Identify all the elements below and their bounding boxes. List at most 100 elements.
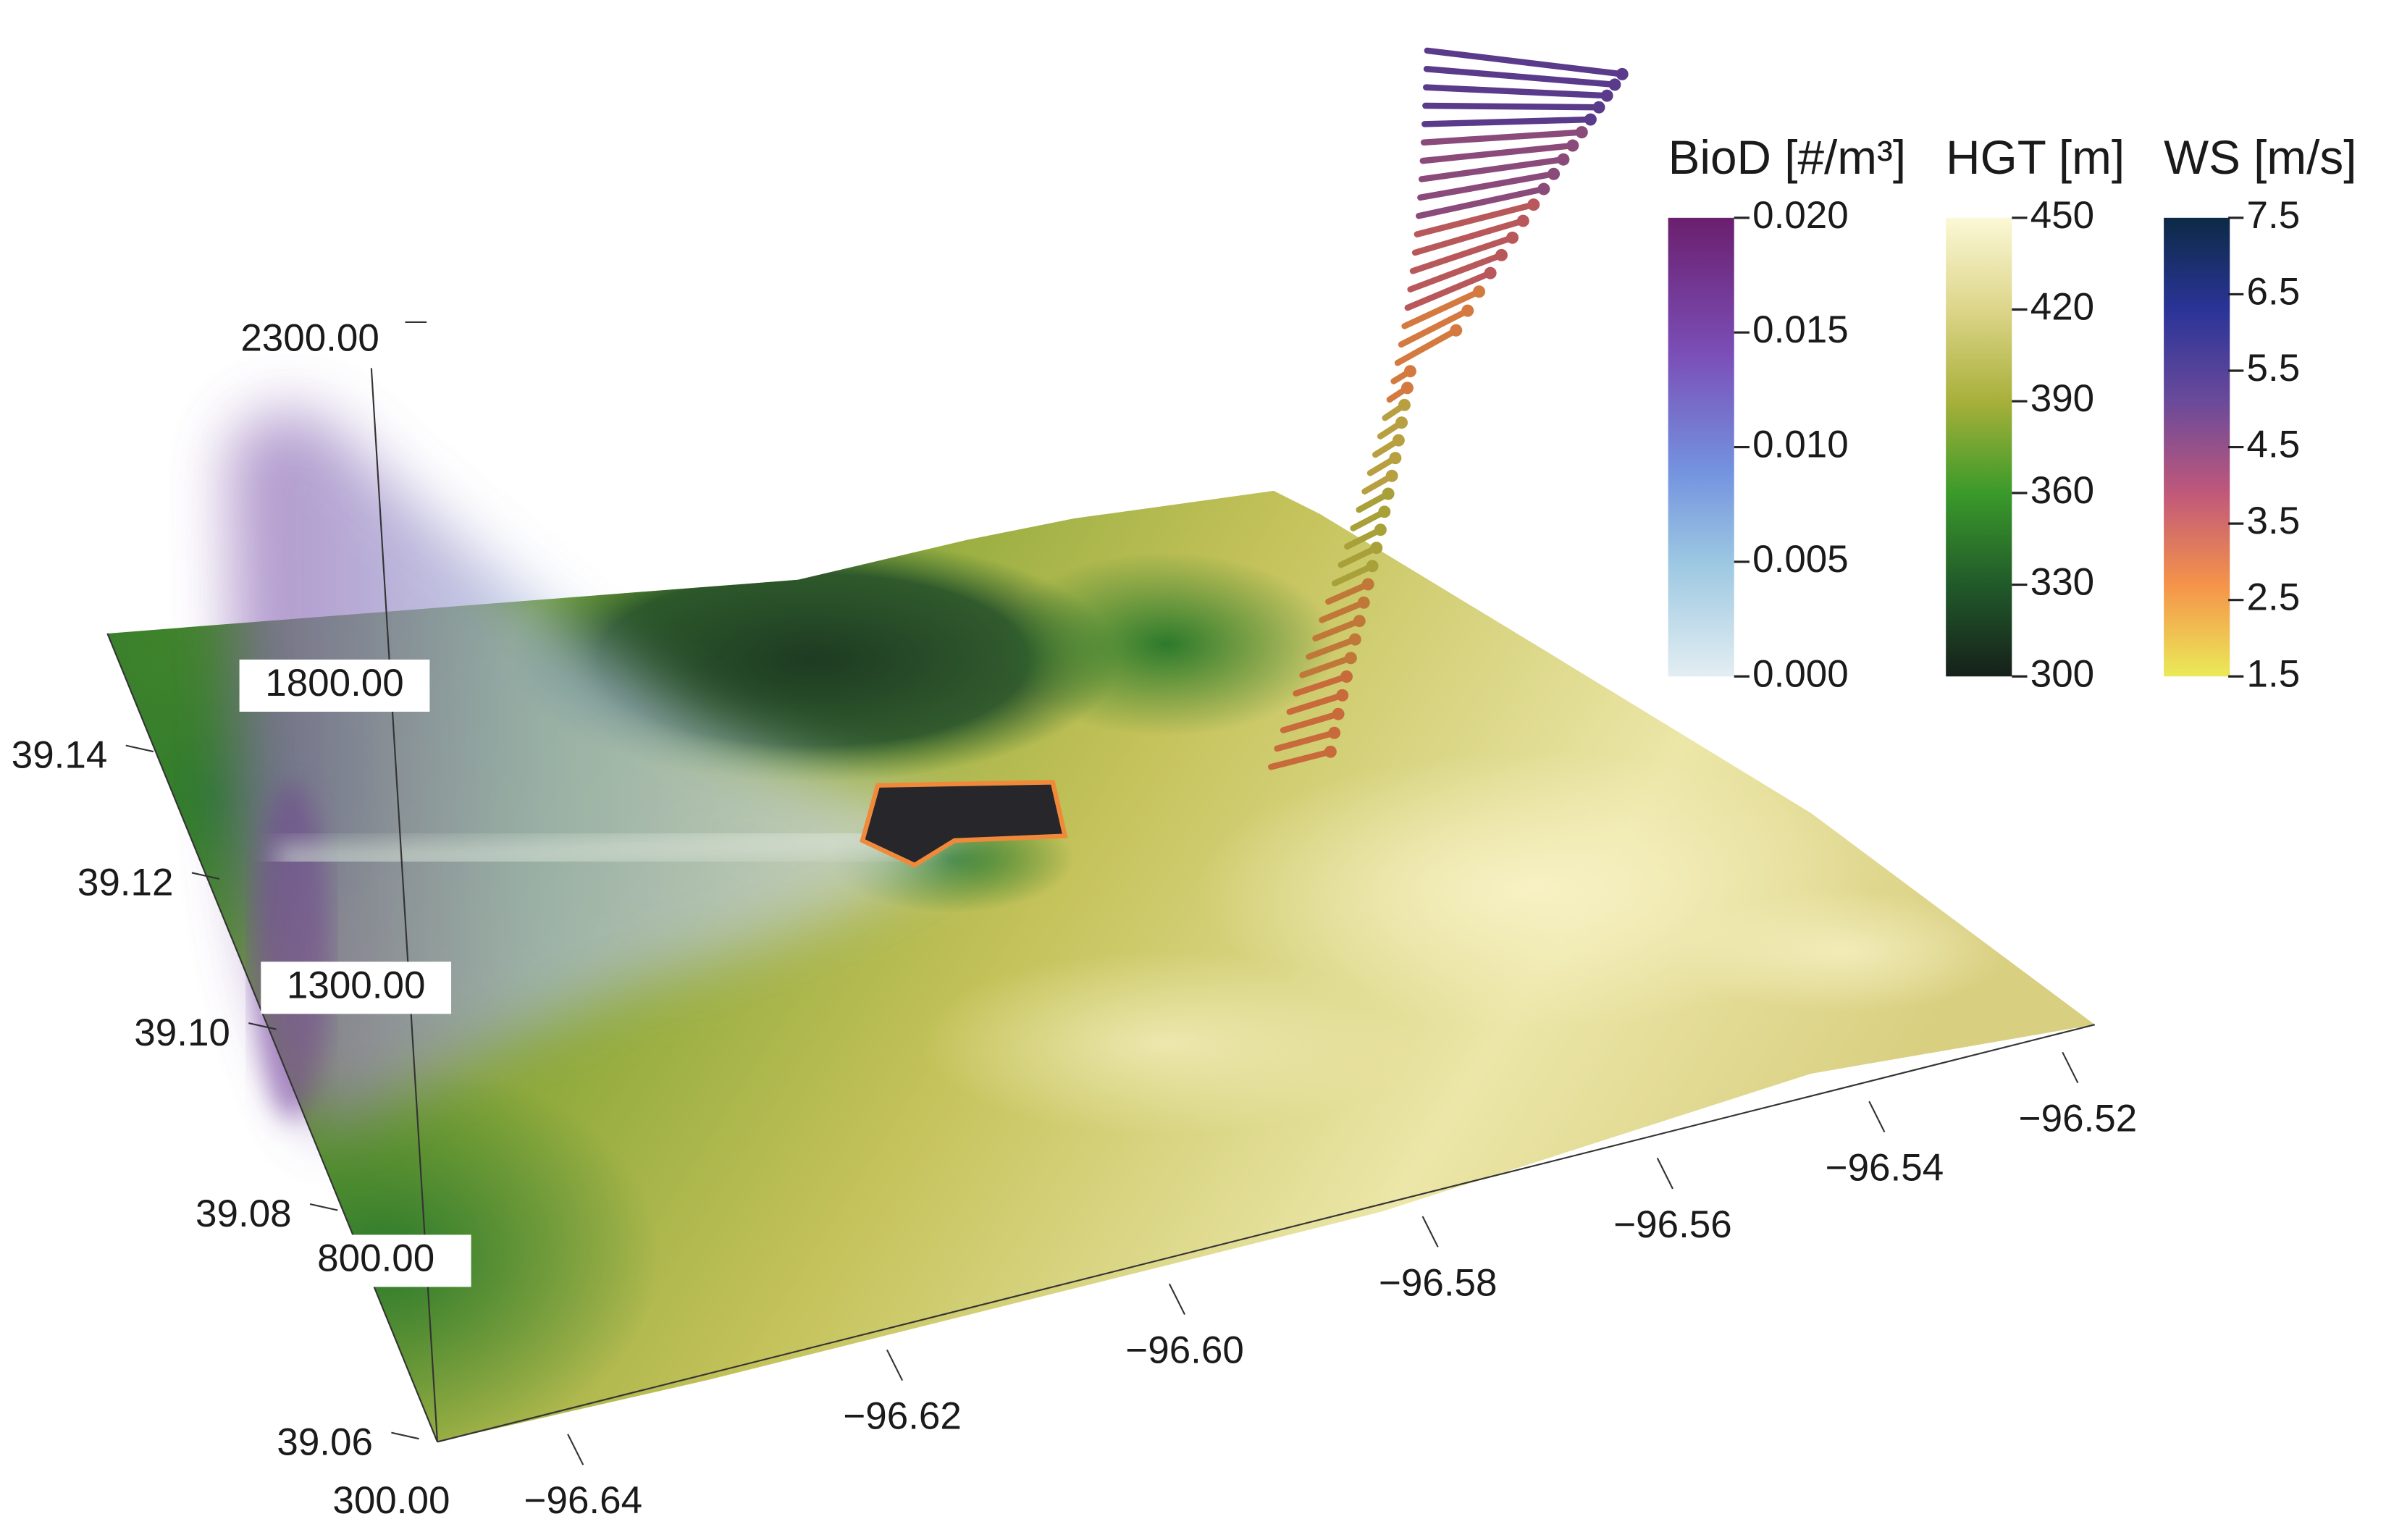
y-axis: 39.14 39.12 39.10 39.08 39.06 [12,734,419,1464]
z-tick-label: 300.00 [332,1479,450,1522]
tick-mark [1168,1283,1185,1316]
wind-arrow [1299,655,1354,678]
colorbar-ws [2164,217,2230,677]
wind-arrow-head [1366,560,1379,573]
wind-arrow-head [1557,153,1570,166]
tick-mark [309,1203,338,1211]
colorbar-tick-label: 0.020 [1752,194,1849,237]
wind-arrow-head [1395,416,1408,429]
wind-arrow-head [1400,382,1414,395]
colorbar-tick-label: 0.000 [1752,652,1849,695]
wind-profile [1268,47,1629,770]
x-tick-label: −96.60 [1125,1329,1244,1372]
wind-arrow-head [1382,487,1395,500]
wind-arrow [1306,636,1358,660]
wind-arrow-head [1361,578,1374,591]
wind-arrow [1414,201,1537,237]
wind-arrow [1420,129,1585,146]
colorbar-tick-label: 2.5 [2247,576,2301,619]
wind-arrow-head [1495,248,1508,261]
colorbar-tick-label: 390 [2030,377,2094,420]
wind-arrow [1337,544,1380,568]
wind-arrow-head [1484,266,1497,279]
z-tick-label: 1300.00 [287,964,426,1006]
wind-arrow [1416,185,1547,219]
wind-arrow [1286,692,1345,715]
wind-arrow-head [1374,523,1387,537]
y-tick-label: 39.10 [134,1011,230,1054]
colorbar-tick-label: 0.005 [1752,538,1849,581]
wind-arrow-head [1547,167,1561,180]
wind-arrow [1421,116,1594,127]
y-tick-label: 39.06 [277,1421,373,1464]
wind-arrow [1418,156,1567,182]
y-tick-label: 39.08 [196,1192,292,1235]
wind-arrow [1268,749,1334,770]
wind-arrow-head [1370,542,1383,555]
smoke-plume [230,410,983,1135]
tick-mark [886,1349,904,1381]
wind-arrow-head [1385,469,1398,482]
x-tick-label: −96.62 [843,1395,962,1438]
colorbar-title: HGT [m] [1946,131,2125,184]
colorbar-tick-label: 0.015 [1752,308,1849,351]
wind-arrow [1404,269,1494,311]
wind-arrow-head [1336,689,1349,702]
wind-arrow-head [1344,652,1357,665]
wind-arrow [1423,66,1618,88]
wind-arrow [1344,526,1384,550]
y-tick-label: 39.14 [12,734,108,777]
x-axis: −96.64 −96.62 −96.60 −96.58 −96.56 −96.54 −96.… [524,1051,2138,1522]
wind-arrow-head [1332,707,1345,720]
wind-arrow-head [1348,633,1361,646]
z-tick-label: 2300.00 [240,316,379,359]
z-label-box [261,962,452,1014]
colorbar-tick-label: 450 [2030,194,2094,237]
wind-arrow-head [1473,285,1486,298]
x-tick-label: −96.58 [1379,1261,1498,1304]
colorbar-title: WS [m/s] [2164,131,2356,184]
tick-mark [248,1022,277,1030]
z-label-box [280,1234,471,1287]
wind-arrow-head [1340,670,1353,683]
wind-arrow [1407,252,1505,293]
wind-arrow-head [1608,78,1621,91]
wind-arrow [1424,47,1626,77]
colorbar-tick-label: 3.5 [2247,500,2301,542]
z-label-box [239,659,430,712]
wind-arrow-head [1537,182,1550,195]
wind-arrow [1411,217,1526,256]
wind-arrow-head [1461,304,1474,317]
x-tick-label: −96.64 [524,1479,643,1522]
wind-arrow-head [1389,452,1402,465]
wind-arrow [1417,170,1557,201]
colorbar-tick-label: 4.5 [2247,424,2301,466]
y-tick-label: 39.12 [77,861,174,904]
colorbar-hgt [1946,217,2012,677]
wind-arrow [1280,710,1342,733]
wind-arrow-head [1516,214,1529,227]
wind-arrow-head [1566,139,1579,152]
wind-arrow [1401,288,1482,329]
tick-mark [1421,1216,1439,1247]
tick-mark [125,744,154,753]
wind-arrow [1422,102,1603,111]
x-tick-label: −96.52 [2019,1098,2138,1140]
colorbar-tick-label: 5.5 [2247,347,2301,390]
z-tick-label: 800.00 [317,1237,434,1279]
tick-mark [1656,1158,1673,1190]
wind-arrow-head [1392,434,1405,447]
wind-arrow-head [1584,113,1597,126]
wind-arrow-head [1575,126,1588,139]
wind-arrow-head [1450,324,1463,337]
wind-arrow [1423,84,1610,99]
wind-arrow [1394,327,1460,366]
wind-arrow [1312,618,1363,641]
wind-arrow-head [1328,726,1341,739]
wind-arrow [1409,235,1516,274]
wind-arrow-head [1506,231,1519,244]
wind-arrow-head [1378,505,1391,518]
z-tick-label: 1800.00 [265,662,404,704]
